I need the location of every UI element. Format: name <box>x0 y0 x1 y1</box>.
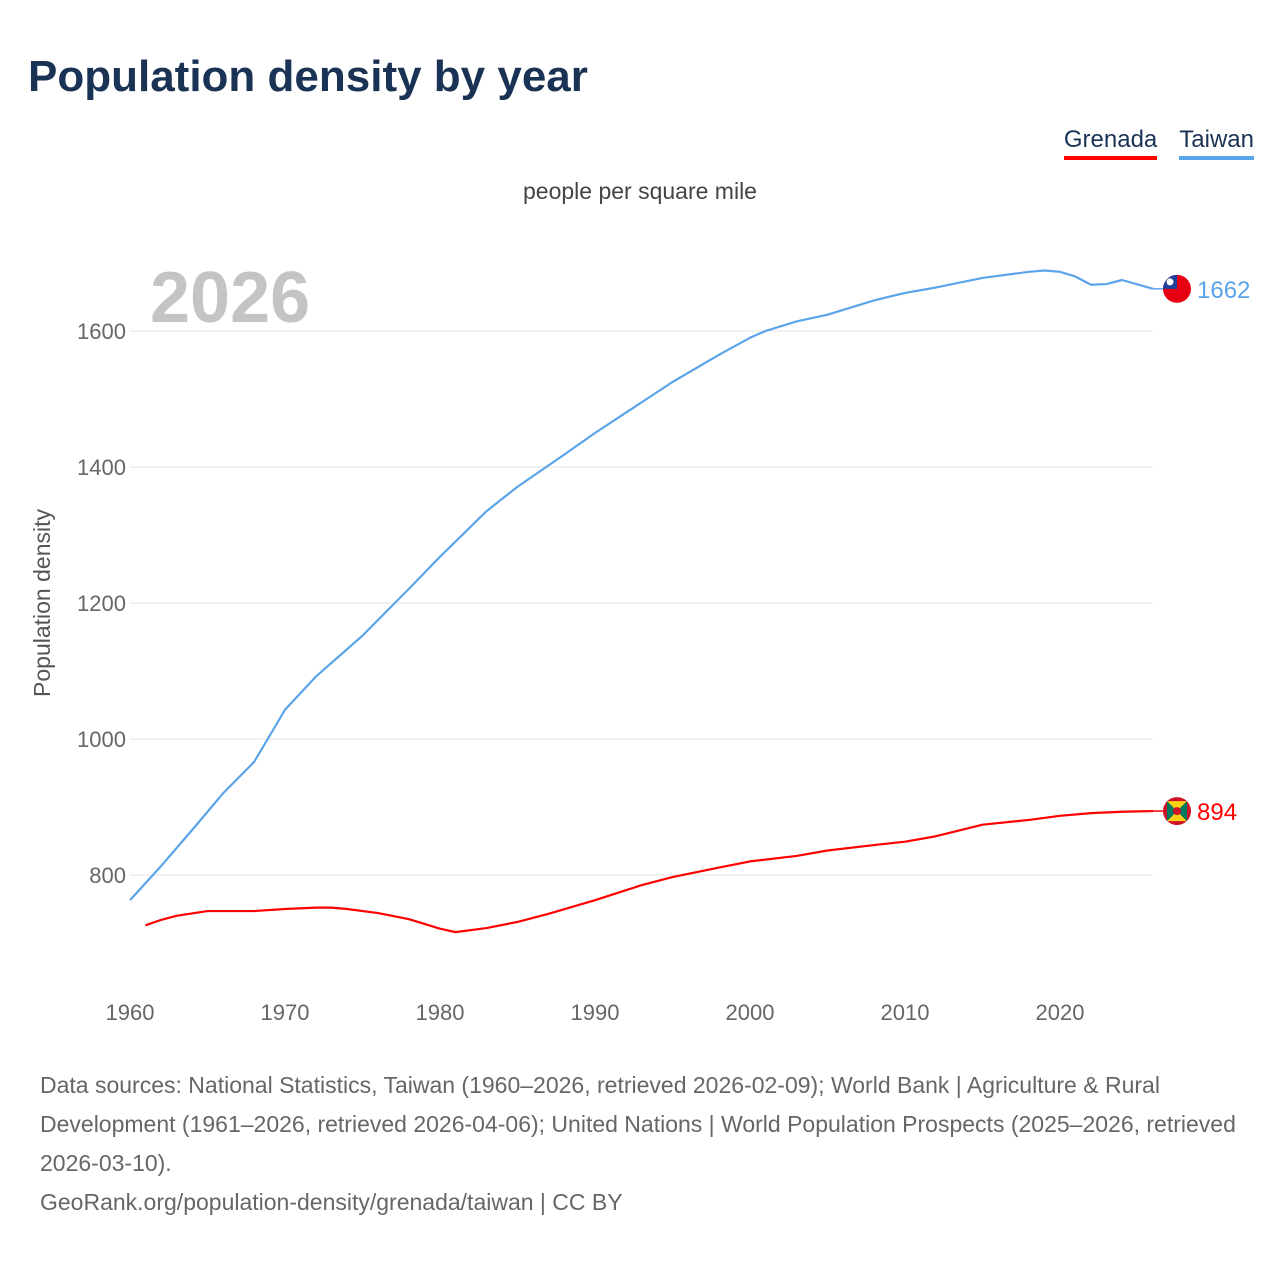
x-tick-label: 1960 <box>106 1000 155 1025</box>
footer: Data sources: National Statistics, Taiwa… <box>40 1066 1250 1222</box>
x-tick-label: 2010 <box>881 1000 930 1025</box>
y-tick-label: 1400 <box>77 455 126 480</box>
chart-title: Population density by year <box>28 52 588 101</box>
chart-subtitle: people per square mile <box>523 178 757 204</box>
flag-green-left <box>1167 801 1177 822</box>
x-tick-label: 1980 <box>416 1000 465 1025</box>
flag-yellow-top <box>1167 801 1187 812</box>
y-axis-label: Population density <box>29 509 55 697</box>
series-line-grenada <box>145 809 1154 934</box>
y-tick-label: 1200 <box>77 591 126 616</box>
x-tick-label: 2000 <box>726 1000 775 1025</box>
series-line-taiwan <box>129 269 1154 901</box>
x-tick-label: 2020 <box>1036 1000 1085 1025</box>
legend-item-grenada[interactable]: Grenada <box>1063 126 1158 160</box>
flag-yellow-bottom <box>1167 811 1187 822</box>
x-tick-label: 1990 <box>571 1000 620 1025</box>
y-tick-label: 800 <box>89 863 126 888</box>
grenada-flag-icon <box>1163 797 1191 826</box>
flag-sun <box>1166 278 1174 286</box>
year-watermark: 2026 <box>150 258 310 338</box>
end-value-label: 1662 <box>1197 277 1250 304</box>
data-sources: Data sources: National Statistics, Taiwa… <box>40 1072 1236 1176</box>
y-tick-label: 1000 <box>77 727 126 752</box>
flag-green-right <box>1177 801 1187 822</box>
y-tick-label: 1600 <box>77 319 126 344</box>
x-tick-label: 1970 <box>261 1000 310 1025</box>
source-link[interactable]: GeoRank.org/population-density/grenada/t… <box>40 1189 623 1215</box>
line-chart: 2026 Population density 800 1000 1200 1400 1… <box>29 258 1250 1025</box>
flag-center <box>1173 807 1181 816</box>
legend-item-taiwan[interactable]: Taiwan <box>1179 126 1254 160</box>
legend: Grenada Taiwan <box>1063 126 1254 160</box>
end-value-label: 894 <box>1197 799 1237 826</box>
taiwan-flag-icon <box>1163 274 1191 303</box>
